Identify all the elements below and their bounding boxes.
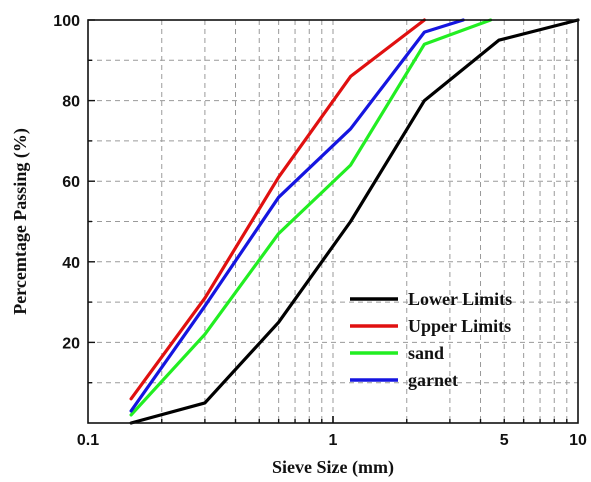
x-axis-title: Sieve Size (mm) bbox=[272, 457, 394, 478]
legend-label-sand: sand bbox=[408, 343, 444, 363]
x-tick-label: 0.1 bbox=[77, 432, 99, 449]
x-tick-label: 10 bbox=[569, 432, 587, 449]
legend-label-garnet: garnet bbox=[408, 370, 458, 390]
x-tick-label: 1 bbox=[329, 432, 338, 449]
series-line-sand bbox=[129, 18, 493, 417]
series-line-garnet bbox=[129, 18, 465, 413]
y-tick-label: 40 bbox=[62, 255, 80, 272]
axis-ticks: 20 40 60 80 100 0.1 1 5 10 bbox=[53, 13, 587, 449]
y-tick-label: 60 bbox=[62, 174, 80, 191]
legend-label-upper-limits: Upper Limits bbox=[408, 316, 511, 336]
series-line-upper-limits bbox=[129, 18, 426, 401]
series-lines bbox=[129, 18, 580, 425]
y-axis-title: Percemtage Passing (%) bbox=[10, 128, 31, 315]
y-tick-label: 100 bbox=[53, 13, 80, 30]
y-tick-label: 80 bbox=[62, 94, 80, 111]
x-tick-label: 5 bbox=[500, 432, 509, 449]
grid-lines bbox=[88, 20, 578, 423]
y-tick-label: 20 bbox=[62, 335, 80, 352]
legend-label-lower-limits: Lower Limits bbox=[408, 289, 512, 309]
series-line-lower-limits bbox=[129, 18, 580, 425]
legend: Lower Limits Upper Limits sand garnet bbox=[350, 289, 512, 390]
